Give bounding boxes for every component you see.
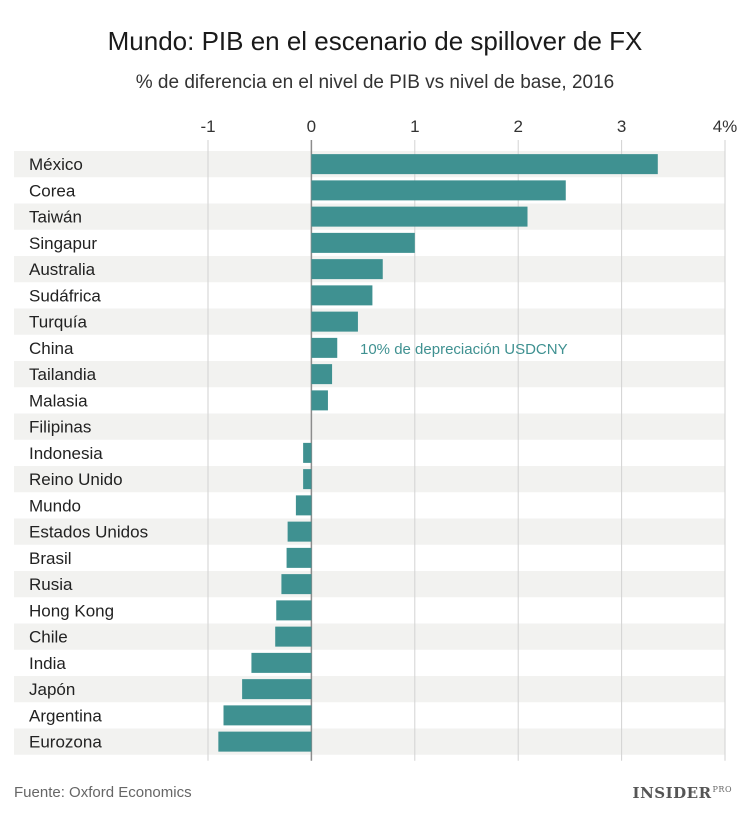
row-band <box>14 623 725 650</box>
annotation-label: 10% de depreciación USDCNY <box>360 341 568 358</box>
category-label: México <box>29 155 83 174</box>
bar <box>295 495 312 516</box>
category-label: Singapur <box>29 234 97 253</box>
category-label: Chile <box>29 628 68 647</box>
bar <box>281 574 312 595</box>
bar <box>311 259 383 280</box>
category-label: India <box>29 654 66 673</box>
bar <box>251 652 312 673</box>
x-tick-label: 0 <box>307 117 316 136</box>
bar <box>311 206 528 227</box>
row-band <box>14 518 725 545</box>
source-note: Fuente: Oxford Economics <box>14 784 192 801</box>
category-label: Tailandia <box>29 365 97 384</box>
x-tick-label: -1 <box>200 117 215 136</box>
bar <box>311 337 338 358</box>
category-label: Australia <box>29 260 96 279</box>
row-band <box>14 308 725 335</box>
brand-name: INSIDER <box>632 784 712 802</box>
category-label: Mundo <box>29 496 81 515</box>
row-band <box>14 571 725 598</box>
category-label: Turquía <box>29 313 88 332</box>
row-band <box>14 728 725 755</box>
x-tick-label: 2 <box>513 117 522 136</box>
bar <box>286 547 312 568</box>
bar <box>311 285 373 306</box>
category-label: Indonesia <box>29 444 103 463</box>
bar <box>218 731 312 752</box>
chart-title: Mundo: PIB en el escenario de spillover … <box>107 26 643 56</box>
bar <box>242 679 312 700</box>
category-label: Sudáfrica <box>29 286 101 305</box>
row-band <box>14 413 725 440</box>
category-label: Filipinas <box>29 418 91 437</box>
category-label: Reino Unido <box>29 470 123 489</box>
row-band <box>14 466 725 493</box>
bar <box>223 705 312 726</box>
x-tick-label: 1 <box>410 117 419 136</box>
category-label: Corea <box>29 181 76 200</box>
brand-suffix: PRO <box>712 785 732 794</box>
x-tick-label: 3 <box>617 117 626 136</box>
category-label: Japón <box>29 680 75 699</box>
category-label: Hong Kong <box>29 601 114 620</box>
bar <box>311 232 415 253</box>
bar <box>311 364 333 385</box>
x-tick-label: 4% <box>713 117 738 136</box>
bar <box>311 154 658 175</box>
category-label: Argentina <box>29 706 102 725</box>
bar <box>311 180 566 201</box>
bar <box>276 600 312 621</box>
category-label: Taiwán <box>29 208 82 227</box>
category-label: Rusia <box>29 575 73 594</box>
category-label: China <box>29 339 74 358</box>
brand-logo: INSIDERPRO <box>633 784 732 802</box>
bar <box>275 626 312 647</box>
category-label: Estados Unidos <box>29 523 148 542</box>
category-label: Brasil <box>29 549 72 568</box>
bar <box>311 311 358 332</box>
bar <box>287 521 312 542</box>
category-label: Eurozona <box>29 733 102 752</box>
bar <box>311 390 328 411</box>
chart-subtitle: % de diferencia en el nivel de PIB vs ni… <box>135 72 615 93</box>
row-band <box>14 676 725 703</box>
bar <box>303 442 312 463</box>
bar-chart: -1 0 1 2 3 4% México Corea Taiwán Singapur Austral… <box>14 117 738 761</box>
category-label: Malasia <box>29 391 88 410</box>
row-band <box>14 361 725 388</box>
bar <box>303 469 312 490</box>
